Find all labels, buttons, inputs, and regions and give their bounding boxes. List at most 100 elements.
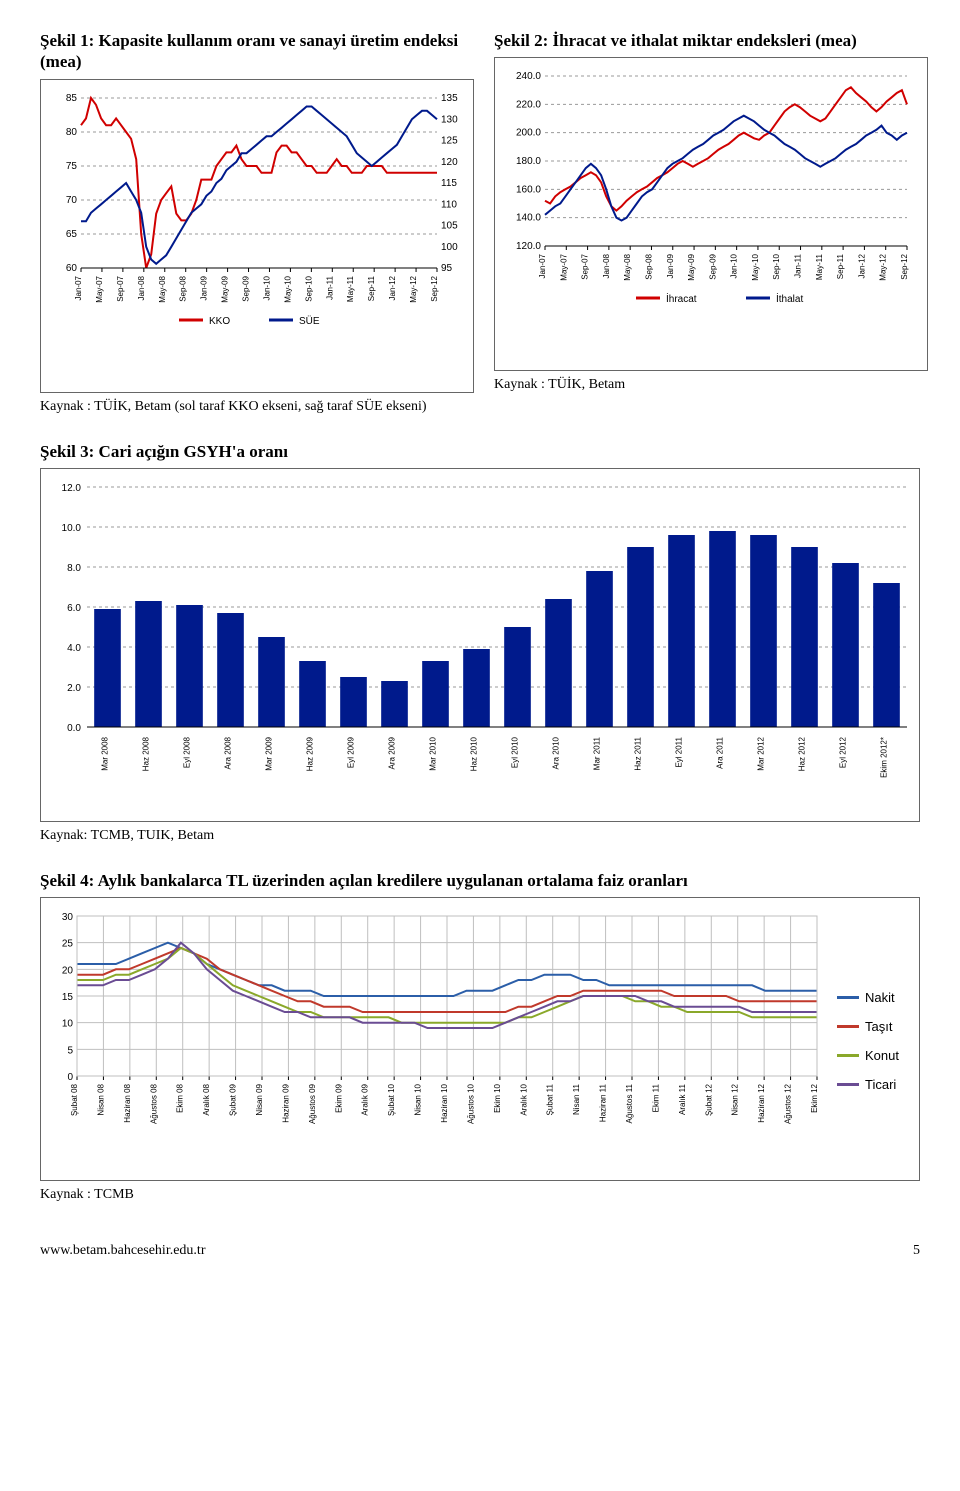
svg-text:Haz 2009: Haz 2009 <box>306 736 315 771</box>
fig3-box: 0.02.04.06.08.010.012.0Mar 2008Haz 2008E… <box>40 468 920 822</box>
svg-text:Mar 2008: Mar 2008 <box>101 736 110 770</box>
svg-text:70: 70 <box>66 195 78 206</box>
svg-text:Jan-10: Jan-10 <box>262 275 271 300</box>
svg-text:Sep-07: Sep-07 <box>581 254 590 280</box>
fig4-box: 051015202530Şubat 08Nisan 08Haziran 08Ağ… <box>40 897 920 1181</box>
svg-text:95: 95 <box>441 263 453 274</box>
svg-text:6.0: 6.0 <box>67 603 81 614</box>
svg-text:Haz 2008: Haz 2008 <box>142 736 151 771</box>
svg-text:Mar 2012: Mar 2012 <box>757 736 766 770</box>
fig4-legend-item: Nakit <box>837 990 899 1005</box>
svg-text:Sep-11: Sep-11 <box>836 254 845 280</box>
svg-text:Ekim 2012*: Ekim 2012* <box>880 737 889 778</box>
fig4-section: Şekil 4: Aylık bankalarca TL üzerinden a… <box>40 870 920 1203</box>
svg-text:120: 120 <box>441 156 458 167</box>
fig1-col: Şekil 1: Kapasite kullanım oranı ve sana… <box>40 30 474 415</box>
svg-text:4.0: 4.0 <box>67 643 81 654</box>
svg-text:10.0: 10.0 <box>62 523 82 534</box>
svg-text:Mar 2011: Mar 2011 <box>593 736 602 770</box>
svg-text:KKO: KKO <box>209 316 230 327</box>
svg-text:2.0: 2.0 <box>67 683 81 694</box>
svg-text:Ara 2008: Ara 2008 <box>224 736 233 769</box>
svg-text:May-12: May-12 <box>409 275 418 302</box>
svg-text:Ara 2010: Ara 2010 <box>552 736 561 769</box>
footer-url: www.betam.bahcesehir.edu.tr <box>40 1243 205 1259</box>
fig2-box: 120.0140.0160.0180.0200.0220.0240.0Jan-0… <box>494 57 928 371</box>
svg-text:Eyl 2012: Eyl 2012 <box>839 736 848 768</box>
svg-text:Eyl 2009: Eyl 2009 <box>347 736 356 768</box>
svg-text:Aralık 11: Aralık 11 <box>678 1083 687 1115</box>
svg-text:Ekim 08: Ekim 08 <box>176 1083 185 1112</box>
fig4-legend: NakitTaşıtKonutTicari <box>827 906 899 1176</box>
svg-text:Eyl 2008: Eyl 2008 <box>183 736 192 768</box>
svg-text:Jan-08: Jan-08 <box>602 254 611 279</box>
svg-text:Ekim 09: Ekim 09 <box>334 1083 343 1112</box>
svg-text:Haziran 12: Haziran 12 <box>757 1083 766 1122</box>
svg-text:Sep-10: Sep-10 <box>772 254 781 280</box>
svg-text:Ekim 10: Ekim 10 <box>493 1083 502 1112</box>
svg-text:Şubat 09: Şubat 09 <box>229 1083 238 1116</box>
svg-text:60: 60 <box>66 263 78 274</box>
svg-text:Haziran 09: Haziran 09 <box>281 1083 290 1122</box>
svg-text:Sep-09: Sep-09 <box>242 275 251 301</box>
svg-text:May-07: May-07 <box>95 275 104 302</box>
svg-text:May-11: May-11 <box>346 275 355 302</box>
svg-text:120.0: 120.0 <box>516 241 541 252</box>
svg-text:Haz 2012: Haz 2012 <box>798 736 807 771</box>
top-row: Şekil 1: Kapasite kullanım oranı ve sana… <box>40 30 920 415</box>
svg-text:Haziran 11: Haziran 11 <box>599 1083 608 1122</box>
svg-text:0.0: 0.0 <box>67 723 81 734</box>
footer-page: 5 <box>913 1243 920 1259</box>
svg-text:Nisan 10: Nisan 10 <box>414 1083 423 1115</box>
fig1-title: Şekil 1: Kapasite kullanım oranı ve sana… <box>40 30 474 73</box>
svg-text:SÜE: SÜE <box>299 315 320 327</box>
svg-text:Mar 2010: Mar 2010 <box>429 736 438 770</box>
svg-text:Sep-12: Sep-12 <box>900 254 909 280</box>
svg-text:Ara 2009: Ara 2009 <box>388 736 397 769</box>
svg-text:Jan-11: Jan-11 <box>325 275 334 299</box>
svg-text:Nisan 08: Nisan 08 <box>96 1083 105 1115</box>
svg-text:Jan-08: Jan-08 <box>137 275 146 300</box>
svg-text:Aralık 09: Aralık 09 <box>361 1083 370 1115</box>
svg-text:May-11: May-11 <box>815 254 824 281</box>
svg-text:Jan-12: Jan-12 <box>388 275 397 300</box>
svg-text:105: 105 <box>441 220 458 231</box>
svg-text:Jan-07: Jan-07 <box>538 254 547 279</box>
svg-text:Şubat 12: Şubat 12 <box>704 1083 713 1116</box>
svg-text:Ağustos 08: Ağustos 08 <box>149 1083 158 1124</box>
svg-text:10: 10 <box>62 1019 74 1030</box>
svg-text:Ağustos 09: Ağustos 09 <box>308 1083 317 1124</box>
fig2-col: Şekil 2: İhracat ve ithalat miktar endek… <box>494 30 928 415</box>
svg-text:0: 0 <box>67 1072 73 1083</box>
fig1-chart: 60657075808595100105110115120125130135Ja… <box>47 88 467 388</box>
svg-text:Ağustos 10: Ağustos 10 <box>466 1083 475 1124</box>
fig3-source: Kaynak: TCMB, TUIK, Betam <box>40 828 920 844</box>
svg-text:15: 15 <box>62 992 74 1003</box>
svg-text:115: 115 <box>441 178 457 189</box>
svg-text:Jan-11: Jan-11 <box>794 254 803 278</box>
svg-text:135: 135 <box>441 93 458 104</box>
svg-text:Nisan 11: Nisan 11 <box>572 1083 581 1115</box>
svg-text:140.0: 140.0 <box>516 213 541 224</box>
svg-text:İthalat: İthalat <box>776 292 803 305</box>
svg-text:75: 75 <box>66 161 78 172</box>
svg-text:Ekim 11: Ekim 11 <box>651 1083 660 1112</box>
svg-text:Sep-12: Sep-12 <box>430 275 439 301</box>
svg-text:May-08: May-08 <box>623 254 632 281</box>
svg-text:Sep-07: Sep-07 <box>116 275 125 301</box>
svg-text:Şubat 11: Şubat 11 <box>546 1083 555 1115</box>
fig3-section: Şekil 3: Cari açığın GSYH'a oranı 0.0 2.0… <box>40 441 920 844</box>
svg-text:220.0: 220.0 <box>516 100 541 111</box>
svg-text:Haz 2011: Haz 2011 <box>634 736 643 770</box>
fig3-chart: 0.02.04.06.08.010.012.0Mar 2008Haz 2008E… <box>47 477 927 817</box>
svg-text:25: 25 <box>62 939 74 950</box>
svg-text:110: 110 <box>441 199 457 210</box>
fig3-title: Şekil 3: Cari açığın GSYH'a oranı <box>40 441 920 462</box>
svg-text:Mar 2009: Mar 2009 <box>265 736 274 770</box>
svg-text:Sep-09: Sep-09 <box>708 254 717 280</box>
fig1-box: 60657075808595100105110115120125130135Ja… <box>40 79 474 393</box>
svg-text:Jan-09: Jan-09 <box>666 254 675 279</box>
svg-text:180.0: 180.0 <box>516 156 541 167</box>
svg-text:Eyl 2010: Eyl 2010 <box>511 736 520 768</box>
fig4-source: Kaynak : TCMB <box>40 1187 920 1203</box>
